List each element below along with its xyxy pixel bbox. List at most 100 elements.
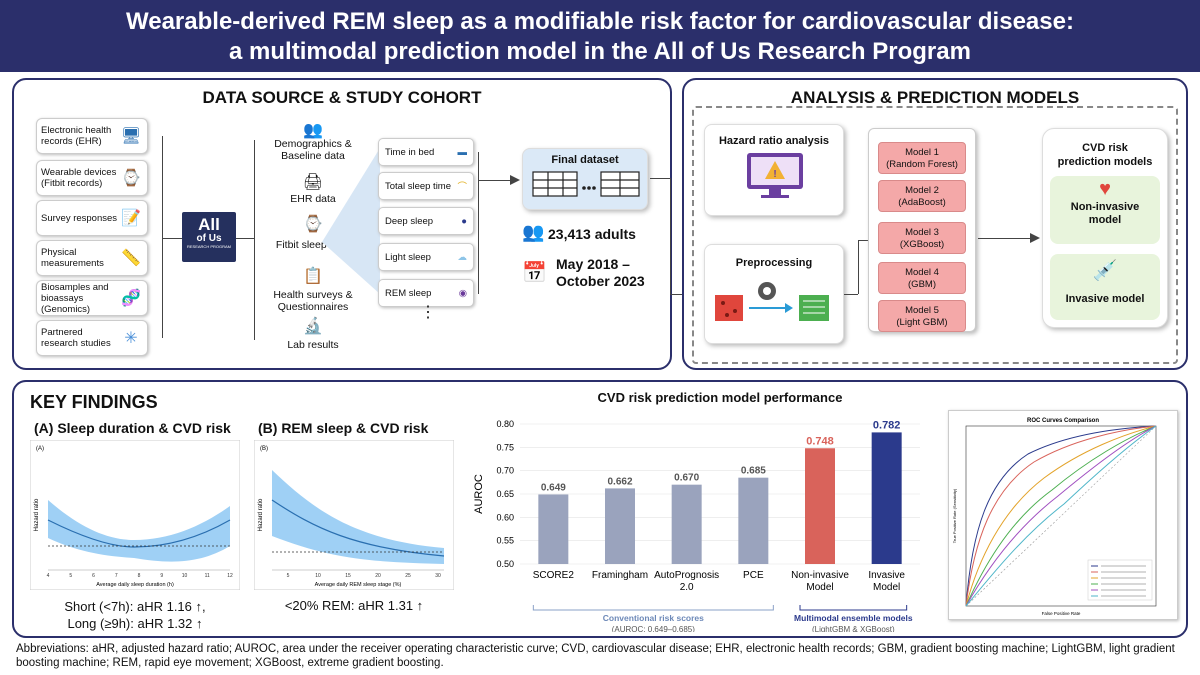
measurement-icon: 📏 bbox=[121, 249, 141, 267]
model-1: Model 1 (Random Forest) bbox=[878, 142, 966, 174]
bar-category-label: AutoPrognosis 2.0 bbox=[654, 570, 719, 593]
chart-a-tag: (A) bbox=[36, 446, 44, 452]
preprocessing-box: Preprocessing bbox=[704, 244, 844, 344]
bar bbox=[805, 448, 835, 564]
microscope-icon: 🔬 bbox=[303, 318, 323, 335]
bar-category-label: PCE bbox=[743, 570, 764, 581]
final-dataset-box: Final dataset bbox=[522, 148, 648, 210]
bar-ytick: 0.75 bbox=[496, 442, 514, 452]
roc-xlabel: False Positive Rate bbox=[1042, 611, 1081, 616]
deep-sleep-icon: ● bbox=[461, 215, 467, 227]
bar-ytick: 0.50 bbox=[496, 559, 514, 569]
group-bracket bbox=[799, 605, 908, 611]
chart-a-xlabel: Average daily sleep duration (h) bbox=[96, 582, 174, 588]
model-3: Model 3 (XGBoost) bbox=[878, 222, 966, 254]
chart-b-tick: 20 bbox=[375, 573, 381, 579]
watch-icon: ⌚ bbox=[121, 169, 141, 187]
title-line-2: a multimodal prediction model in the All… bbox=[229, 38, 971, 65]
model-5: Model 5 (Light GBM) bbox=[878, 300, 966, 332]
bar-ytick: 0.65 bbox=[496, 489, 514, 499]
invasive-box: 💉 Invasive model bbox=[1050, 254, 1160, 320]
chart-a-title: (A) Sleep duration & CVD risk bbox=[34, 420, 231, 436]
table-icon bbox=[532, 171, 640, 197]
sleep-item-light: Light sleep ☁ bbox=[378, 243, 474, 271]
dna-icon: 🧬 bbox=[121, 289, 141, 307]
bar bbox=[605, 488, 635, 564]
bar-value-label: 0.649 bbox=[541, 482, 566, 493]
bed-icon: ▬ bbox=[457, 146, 468, 158]
heart-icon: ♥ bbox=[1099, 178, 1111, 200]
fitbit-icon: ⌚ bbox=[303, 216, 323, 233]
chart-a-tick: 9 bbox=[160, 573, 163, 579]
roc-ylabel: True Positive Rate (Sensitivity) bbox=[952, 488, 957, 543]
calendar-icon: 📅 bbox=[522, 262, 547, 284]
bar-value-label: 0.670 bbox=[674, 473, 699, 484]
group2-label: Multimodal ensemble models bbox=[794, 613, 913, 623]
noninvasive-box: ♥ Non-invasive model bbox=[1050, 176, 1160, 244]
bar-ylabel: AUROC bbox=[473, 474, 485, 514]
svg-text:!: ! bbox=[773, 169, 776, 180]
all-of-us-logo: All of Us RESEARCH PROGRAM bbox=[182, 212, 236, 262]
bar-value-label: 0.685 bbox=[741, 466, 766, 477]
category-lab: Lab results bbox=[287, 339, 339, 351]
people-icon: 👥 bbox=[303, 122, 323, 139]
chart-b-tick: 15 bbox=[345, 573, 351, 579]
chart-b-xlabel: Average daily REM sleep stage (%) bbox=[315, 582, 402, 588]
bar bbox=[871, 432, 902, 564]
chart-a: (A) Hazard ratio 4 5 6 7 8 9 10 11 12 Average da… bbox=[30, 440, 240, 590]
source-biosamples: Biosamples and bioassays (Genomics) 🧬 bbox=[36, 280, 148, 316]
blood-tube-icon: 💉 bbox=[1092, 260, 1118, 282]
roc-title: ROC Curves Comparison bbox=[1027, 418, 1099, 424]
chart-a-tick: 6 bbox=[92, 573, 95, 579]
chart-a-tick: 8 bbox=[138, 573, 141, 579]
bar-ytick: 0.60 bbox=[496, 512, 514, 522]
chart-a-tick: 4 bbox=[47, 573, 50, 579]
category-demographics: Demographics & Baseline data bbox=[274, 138, 352, 162]
title-line-1: Wearable-derived REM sleep as a modifiab… bbox=[126, 8, 1074, 35]
bar-value-label: 0.662 bbox=[607, 476, 632, 487]
model-2: Model 2 (AdaBoost) bbox=[878, 180, 966, 212]
sleep-chart-icon: ⌒ bbox=[457, 182, 467, 193]
preprocessing-icon bbox=[715, 282, 829, 321]
sleep-fan bbox=[322, 148, 380, 294]
study-period: May 2018 – October 2023 bbox=[556, 256, 645, 289]
adults-icon: 👥 bbox=[522, 222, 545, 242]
chart-a-tick: 11 bbox=[205, 573, 210, 579]
chart-b-tag: (B) bbox=[260, 446, 268, 452]
chart-b-tick: 10 bbox=[315, 573, 321, 579]
source-physical: Physical measurements 📏 bbox=[36, 240, 148, 276]
group2-sub: (LightGBM & XGBoost) bbox=[812, 625, 895, 632]
title-banner: Wearable-derived REM sleep as a modifiab… bbox=[0, 0, 1200, 72]
analysis-title: ANALYSIS & PREDICTION MODELS bbox=[790, 88, 1080, 107]
bar bbox=[738, 477, 769, 564]
chart-a-tick: 12 bbox=[227, 573, 233, 579]
abbreviations: Abbreviations: aHR, adjusted hazard rati… bbox=[16, 643, 1175, 669]
ehr-icon: 🖨 bbox=[302, 174, 324, 191]
sleep-item-total: Total sleep time ⌒ bbox=[378, 172, 474, 200]
source-survey: Survey responses 📝 bbox=[36, 200, 148, 236]
sleep-item-rem: REM sleep ◉ bbox=[378, 279, 474, 307]
bar-ytick: 0.80 bbox=[496, 419, 514, 429]
roc-chart: ROC Curves Comparison True Positive Rate… bbox=[952, 418, 1157, 616]
data-source-title: DATA SOURCE & STUDY COHORT bbox=[202, 88, 482, 107]
model-4: Model 4 (GBM) bbox=[878, 262, 966, 294]
bar-chart-title: CVD risk prediction model performance bbox=[597, 390, 843, 405]
chart-a-tick: 7 bbox=[115, 573, 118, 579]
cloud-icon: ☁ bbox=[457, 251, 468, 263]
findings-title: KEY FINDINGS bbox=[30, 392, 158, 412]
category-ehr: EHR data bbox=[290, 193, 336, 205]
chart-b-finding: <20% REM: aHR 1.31 ↑ bbox=[284, 598, 424, 613]
survey-icon: 📝 bbox=[121, 209, 141, 227]
more-items: ⋮ bbox=[420, 304, 436, 321]
group1-label: Conventional risk scores bbox=[603, 613, 704, 623]
chart-a-tick: 10 bbox=[182, 573, 188, 579]
hazard-box: Hazard ratio analysis ! bbox=[704, 124, 844, 216]
bar bbox=[538, 494, 569, 564]
network-icon: ✳ bbox=[124, 329, 138, 347]
chart-b-tick: 30 bbox=[435, 573, 441, 579]
adults-count: 23,413 adults bbox=[548, 226, 636, 242]
analysis-dashed-frame bbox=[692, 106, 1178, 364]
source-ehr: Electronic health records (EHR) 🖥 bbox=[36, 118, 148, 154]
bar bbox=[671, 484, 702, 564]
sleep-item-deep: Deep sleep ● bbox=[378, 207, 474, 235]
